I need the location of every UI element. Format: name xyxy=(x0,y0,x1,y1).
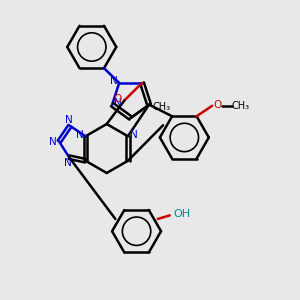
Text: O: O xyxy=(213,100,222,110)
Text: N: N xyxy=(114,98,122,108)
Text: CH₃: CH₃ xyxy=(231,101,250,111)
Text: N: N xyxy=(130,130,138,140)
Text: N: N xyxy=(76,130,83,140)
Text: OH: OH xyxy=(174,209,191,219)
Text: N: N xyxy=(65,116,73,125)
Text: O: O xyxy=(114,94,122,104)
Text: N: N xyxy=(64,158,71,168)
Text: CH₃: CH₃ xyxy=(153,102,171,112)
Text: N: N xyxy=(110,76,118,86)
Text: N: N xyxy=(50,136,57,147)
